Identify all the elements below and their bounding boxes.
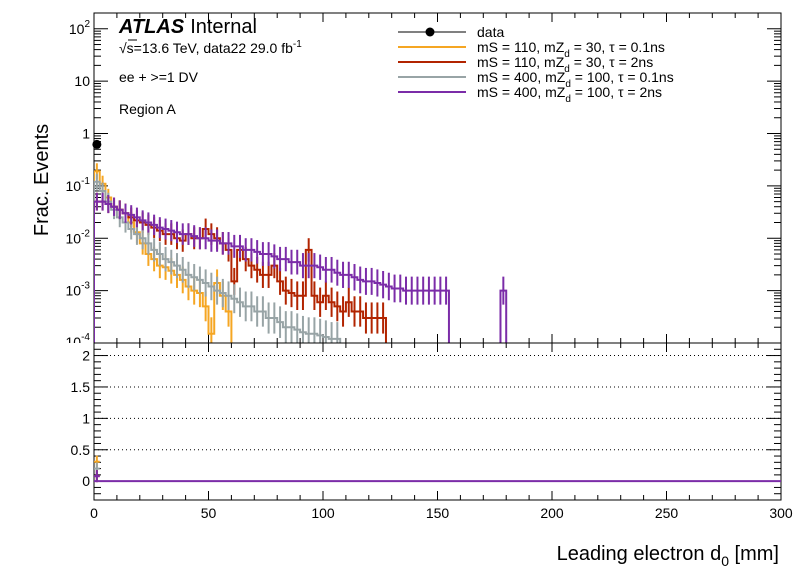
top-y-tick-label: 10-1 [66, 176, 91, 194]
x-tick-label: 50 [201, 505, 217, 521]
legend-entry-s3: mS = 400, mZd = 100, τ = 0.1ns [398, 69, 674, 90]
legend-entry-data: data [398, 24, 504, 40]
energy-lumi-label: √s=13.6 TeV, data22 29.0 fb-1 [119, 39, 302, 56]
ratio-tick-label: 1.5 [71, 379, 91, 395]
region-label: Region A [119, 101, 176, 117]
x-tick-label: 0 [90, 505, 98, 521]
y-axis-label: Frac. Events [31, 124, 53, 236]
top-y-tick-label-clipped: 10-4 [66, 332, 91, 350]
top-y-tick-label: 10 [74, 73, 90, 89]
ratio-tick-label: 0.5 [71, 442, 91, 458]
ratio-panel: 0 50 100 150 200 250 300 0 0.5 1 1.5 2 [71, 342, 793, 521]
x-tick-label: 150 [426, 505, 450, 521]
atlas-label: ATLAS Internal [118, 16, 257, 38]
selection-label: ee + >=1 DV [119, 69, 199, 85]
legend-entry-s1: mS = 110, mZd = 30, τ = 0.1ns [398, 39, 665, 60]
x-tick-label: 300 [769, 505, 793, 521]
axis-labels: Frac. Events Leading electron d0 [mm] [31, 124, 779, 569]
legend-label: mS = 400, mZd = 100, τ = 0.1ns [477, 69, 674, 90]
annotations: ATLAS Internal√s=13.6 TeV, data22 29.0 fb… [118, 16, 302, 117]
ratio-tick-label: 2 [82, 348, 90, 364]
ratio-tick-label: 0 [82, 473, 90, 489]
top-y-tick-label: 1 [82, 126, 90, 142]
x-tick-label: 250 [655, 505, 679, 521]
series-line [94, 200, 508, 343]
top-y-tick-label: 10-2 [66, 228, 91, 246]
ratio-tick-label: 1 [82, 410, 90, 426]
ratio-frame [93, 342, 782, 501]
ratio-y-ticks [94, 342, 781, 495]
x-tick-label: 200 [540, 505, 564, 521]
ratio-series [94, 455, 781, 483]
legend-data-marker [425, 27, 435, 37]
legend-entry-s2: mS = 110, mZd = 30, τ = 2ns [398, 54, 653, 75]
x-ticks [93, 13, 782, 500]
legend-label: mS = 110, mZd = 30, τ = 2ns [477, 54, 653, 75]
top-y-tick-label: 102 [69, 19, 91, 37]
top-y-tick-label: 10-3 [66, 281, 91, 299]
data-point [92, 139, 102, 149]
legend-label: mS = 400, mZd = 100, τ = 2ns [477, 84, 662, 105]
x-tick-label: 100 [311, 505, 335, 521]
legend-label: data [477, 24, 504, 40]
legend-label: mS = 110, mZd = 30, τ = 0.1ns [477, 39, 665, 60]
series-s4 [94, 192, 508, 343]
legend-entry-s4: mS = 400, mZd = 100, τ = 2ns [398, 84, 662, 105]
x-axis-label: Leading electron d0 [mm] [557, 543, 779, 569]
